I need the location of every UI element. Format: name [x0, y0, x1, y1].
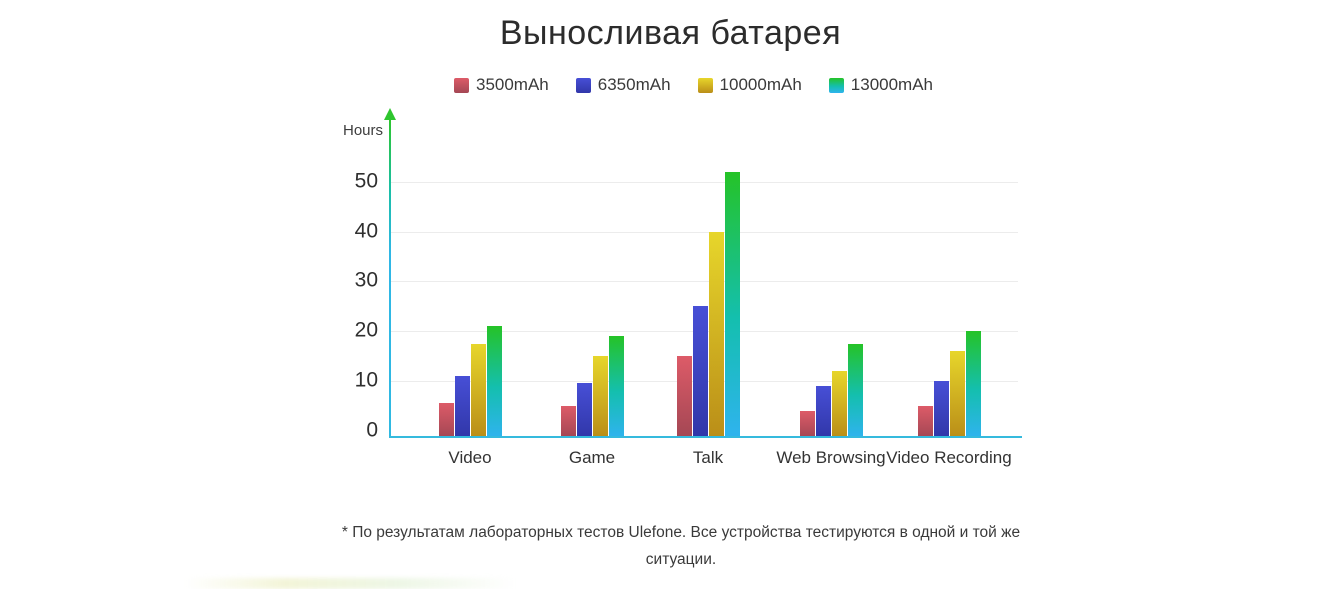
bar-web-browsing-6350mah [815, 385, 831, 437]
x-axis-label: Game [568, 448, 616, 467]
x-axis-label: Web Browsing [776, 448, 886, 467]
bar-talk-3500mah [676, 355, 692, 437]
legend-item-6350mah: 6350mAh [575, 75, 671, 95]
legend-label: 13000mAh [850, 75, 934, 94]
y-tick-label: 0 [366, 418, 378, 442]
bar-talk-6350mah [692, 306, 708, 437]
y-axis-arrow-icon [384, 108, 396, 120]
x-axis-label: Video Recording [886, 448, 1012, 467]
y-tick-label: 20 [354, 318, 378, 342]
legend-item-10000mah: 10000mAh [697, 75, 802, 95]
bar-game-3500mah [560, 405, 576, 437]
bar-video-13000mah [486, 326, 502, 437]
bar-web-browsing-3500mah [799, 410, 815, 437]
legend-swatch-icon [453, 77, 469, 93]
footnote: * По результатам лабораторных тестов Ule… [341, 524, 1021, 568]
bar-video-3500mah [438, 403, 454, 437]
legend-label: 3500mAh [475, 75, 549, 94]
bar-video-recording-13000mah [965, 331, 981, 437]
y-axis-title: Hours [342, 122, 383, 139]
legend-swatch-icon [697, 77, 713, 93]
bar-video-recording-3500mah [917, 405, 933, 437]
legend-swatch-icon [575, 77, 591, 93]
legend-swatch-icon [828, 77, 844, 93]
bar-talk-10000mah [708, 231, 724, 437]
legend-item-13000mah: 13000mAh [828, 75, 934, 95]
bar-video-recording-10000mah [949, 350, 965, 437]
chart-legend: 3500mAh 6350mAh 10000mAh 13000mAh [23, 75, 1341, 95]
bar-game-10000mah [592, 355, 608, 437]
y-tick-label: 40 [354, 219, 378, 243]
y-axis-line [389, 120, 391, 437]
x-axis-line [389, 436, 1022, 438]
legend-label: 6350mAh [597, 75, 671, 94]
bar-web-browsing-13000mah [847, 343, 863, 437]
y-tick-label: 50 [354, 169, 378, 193]
gridline [391, 182, 1018, 183]
y-tick-label: 30 [354, 268, 378, 292]
legend-label: 10000mAh [719, 75, 802, 94]
bar-video-recording-6350mah [933, 380, 949, 437]
y-tick-label: 10 [354, 368, 378, 392]
x-axis-label: Video [448, 448, 492, 467]
legend-item-3500mah: 3500mAh [453, 75, 549, 95]
bar-video-10000mah [470, 343, 486, 437]
bar-web-browsing-10000mah [831, 370, 847, 437]
bottom-decoration [185, 578, 515, 589]
bar-video-6350mah [454, 375, 470, 437]
gridline [391, 231, 1018, 233]
bar-talk-13000mah [724, 172, 740, 437]
gridline [391, 281, 1018, 283]
bar-game-13000mah [608, 336, 624, 437]
chart-title: Выносливая батарея [499, 14, 842, 52]
x-axis-label: Talk [692, 448, 724, 467]
bar-game-6350mah [576, 383, 592, 437]
